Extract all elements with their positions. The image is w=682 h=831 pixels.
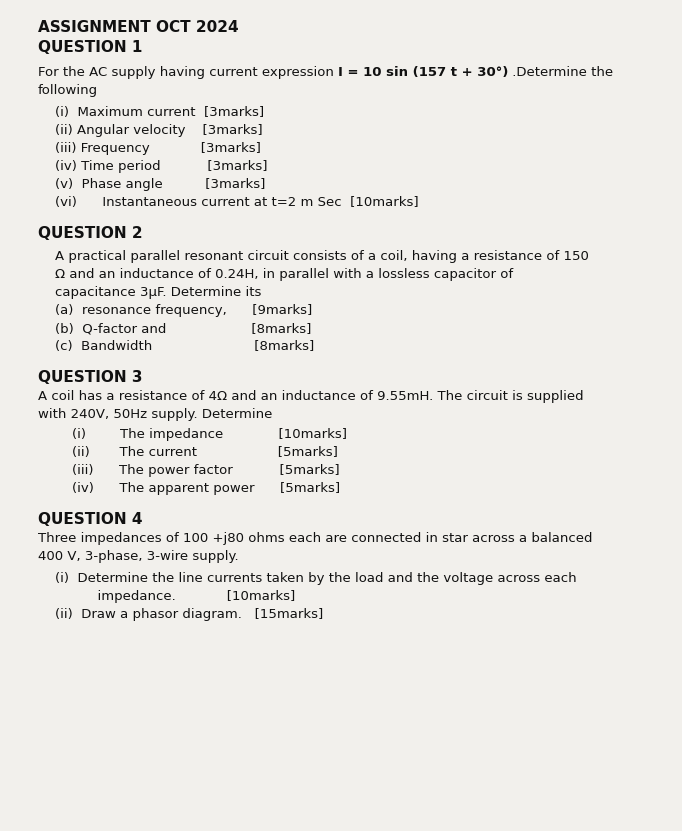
Text: capacitance 3μF. Determine its: capacitance 3μF. Determine its (38, 286, 261, 299)
Text: Ω and an inductance of 0.24H, in parallel with a lossless capacitor of: Ω and an inductance of 0.24H, in paralle… (38, 268, 513, 281)
Text: For the AC supply having current expression: For the AC supply having current express… (38, 66, 338, 79)
Text: impedance.            [10marks]: impedance. [10marks] (38, 590, 295, 603)
Text: (ii)  Draw a phasor diagram.   [15marks]: (ii) Draw a phasor diagram. [15marks] (38, 608, 323, 621)
Text: A practical parallel resonant circuit consists of a coil, having a resistance of: A practical parallel resonant circuit co… (38, 250, 589, 263)
Text: (ii) Angular velocity    [3marks]: (ii) Angular velocity [3marks] (38, 124, 263, 137)
Text: (i)  Maximum current  [3marks]: (i) Maximum current [3marks] (38, 106, 264, 119)
Text: 400 V, 3-phase, 3-wire supply.: 400 V, 3-phase, 3-wire supply. (38, 550, 239, 563)
Text: QUESTION 1: QUESTION 1 (38, 40, 143, 55)
Text: (iv)      The apparent power      [5marks]: (iv) The apparent power [5marks] (38, 482, 340, 495)
Text: (a)  resonance frequency,      [9marks]: (a) resonance frequency, [9marks] (38, 304, 312, 317)
Text: (v)  Phase angle          [3marks]: (v) Phase angle [3marks] (38, 178, 265, 191)
Text: (ii)       The current                   [5marks]: (ii) The current [5marks] (38, 446, 338, 459)
Text: following: following (38, 84, 98, 97)
Text: (iv) Time period           [3marks]: (iv) Time period [3marks] (38, 160, 267, 173)
Text: Three impedances of 100 +j80 ohms each are connected in star across a balanced: Three impedances of 100 +j80 ohms each a… (38, 532, 593, 545)
Text: QUESTION 4: QUESTION 4 (38, 512, 143, 527)
Text: (b)  Q-factor and                    [8marks]: (b) Q-factor and [8marks] (38, 322, 312, 335)
Text: (iii) Frequency            [3marks]: (iii) Frequency [3marks] (38, 142, 261, 155)
Text: with 240V, 50Hz supply. Determine: with 240V, 50Hz supply. Determine (38, 408, 272, 421)
Text: ASSIGNMENT OCT 2024: ASSIGNMENT OCT 2024 (38, 20, 239, 35)
Text: I = 10 sin (157 t + 30°): I = 10 sin (157 t + 30°) (338, 66, 509, 79)
Text: (i)  Determine the line currents taken by the load and the voltage across each: (i) Determine the line currents taken by… (38, 572, 576, 585)
Text: (i)        The impedance             [10marks]: (i) The impedance [10marks] (38, 428, 347, 441)
Text: QUESTION 2: QUESTION 2 (38, 226, 143, 241)
Text: (vi)      Instantaneous current at t=2 m Sec  [10marks]: (vi) Instantaneous current at t=2 m Sec … (38, 196, 419, 209)
Text: (iii)      The power factor           [5marks]: (iii) The power factor [5marks] (38, 464, 340, 477)
Text: (c)  Bandwidth                        [8marks]: (c) Bandwidth [8marks] (38, 340, 314, 353)
Text: .Determine the: .Determine the (509, 66, 614, 79)
Text: QUESTION 3: QUESTION 3 (38, 370, 143, 385)
Text: A coil has a resistance of 4Ω and an inductance of 9.55mH. The circuit is suppli: A coil has a resistance of 4Ω and an ind… (38, 390, 584, 403)
